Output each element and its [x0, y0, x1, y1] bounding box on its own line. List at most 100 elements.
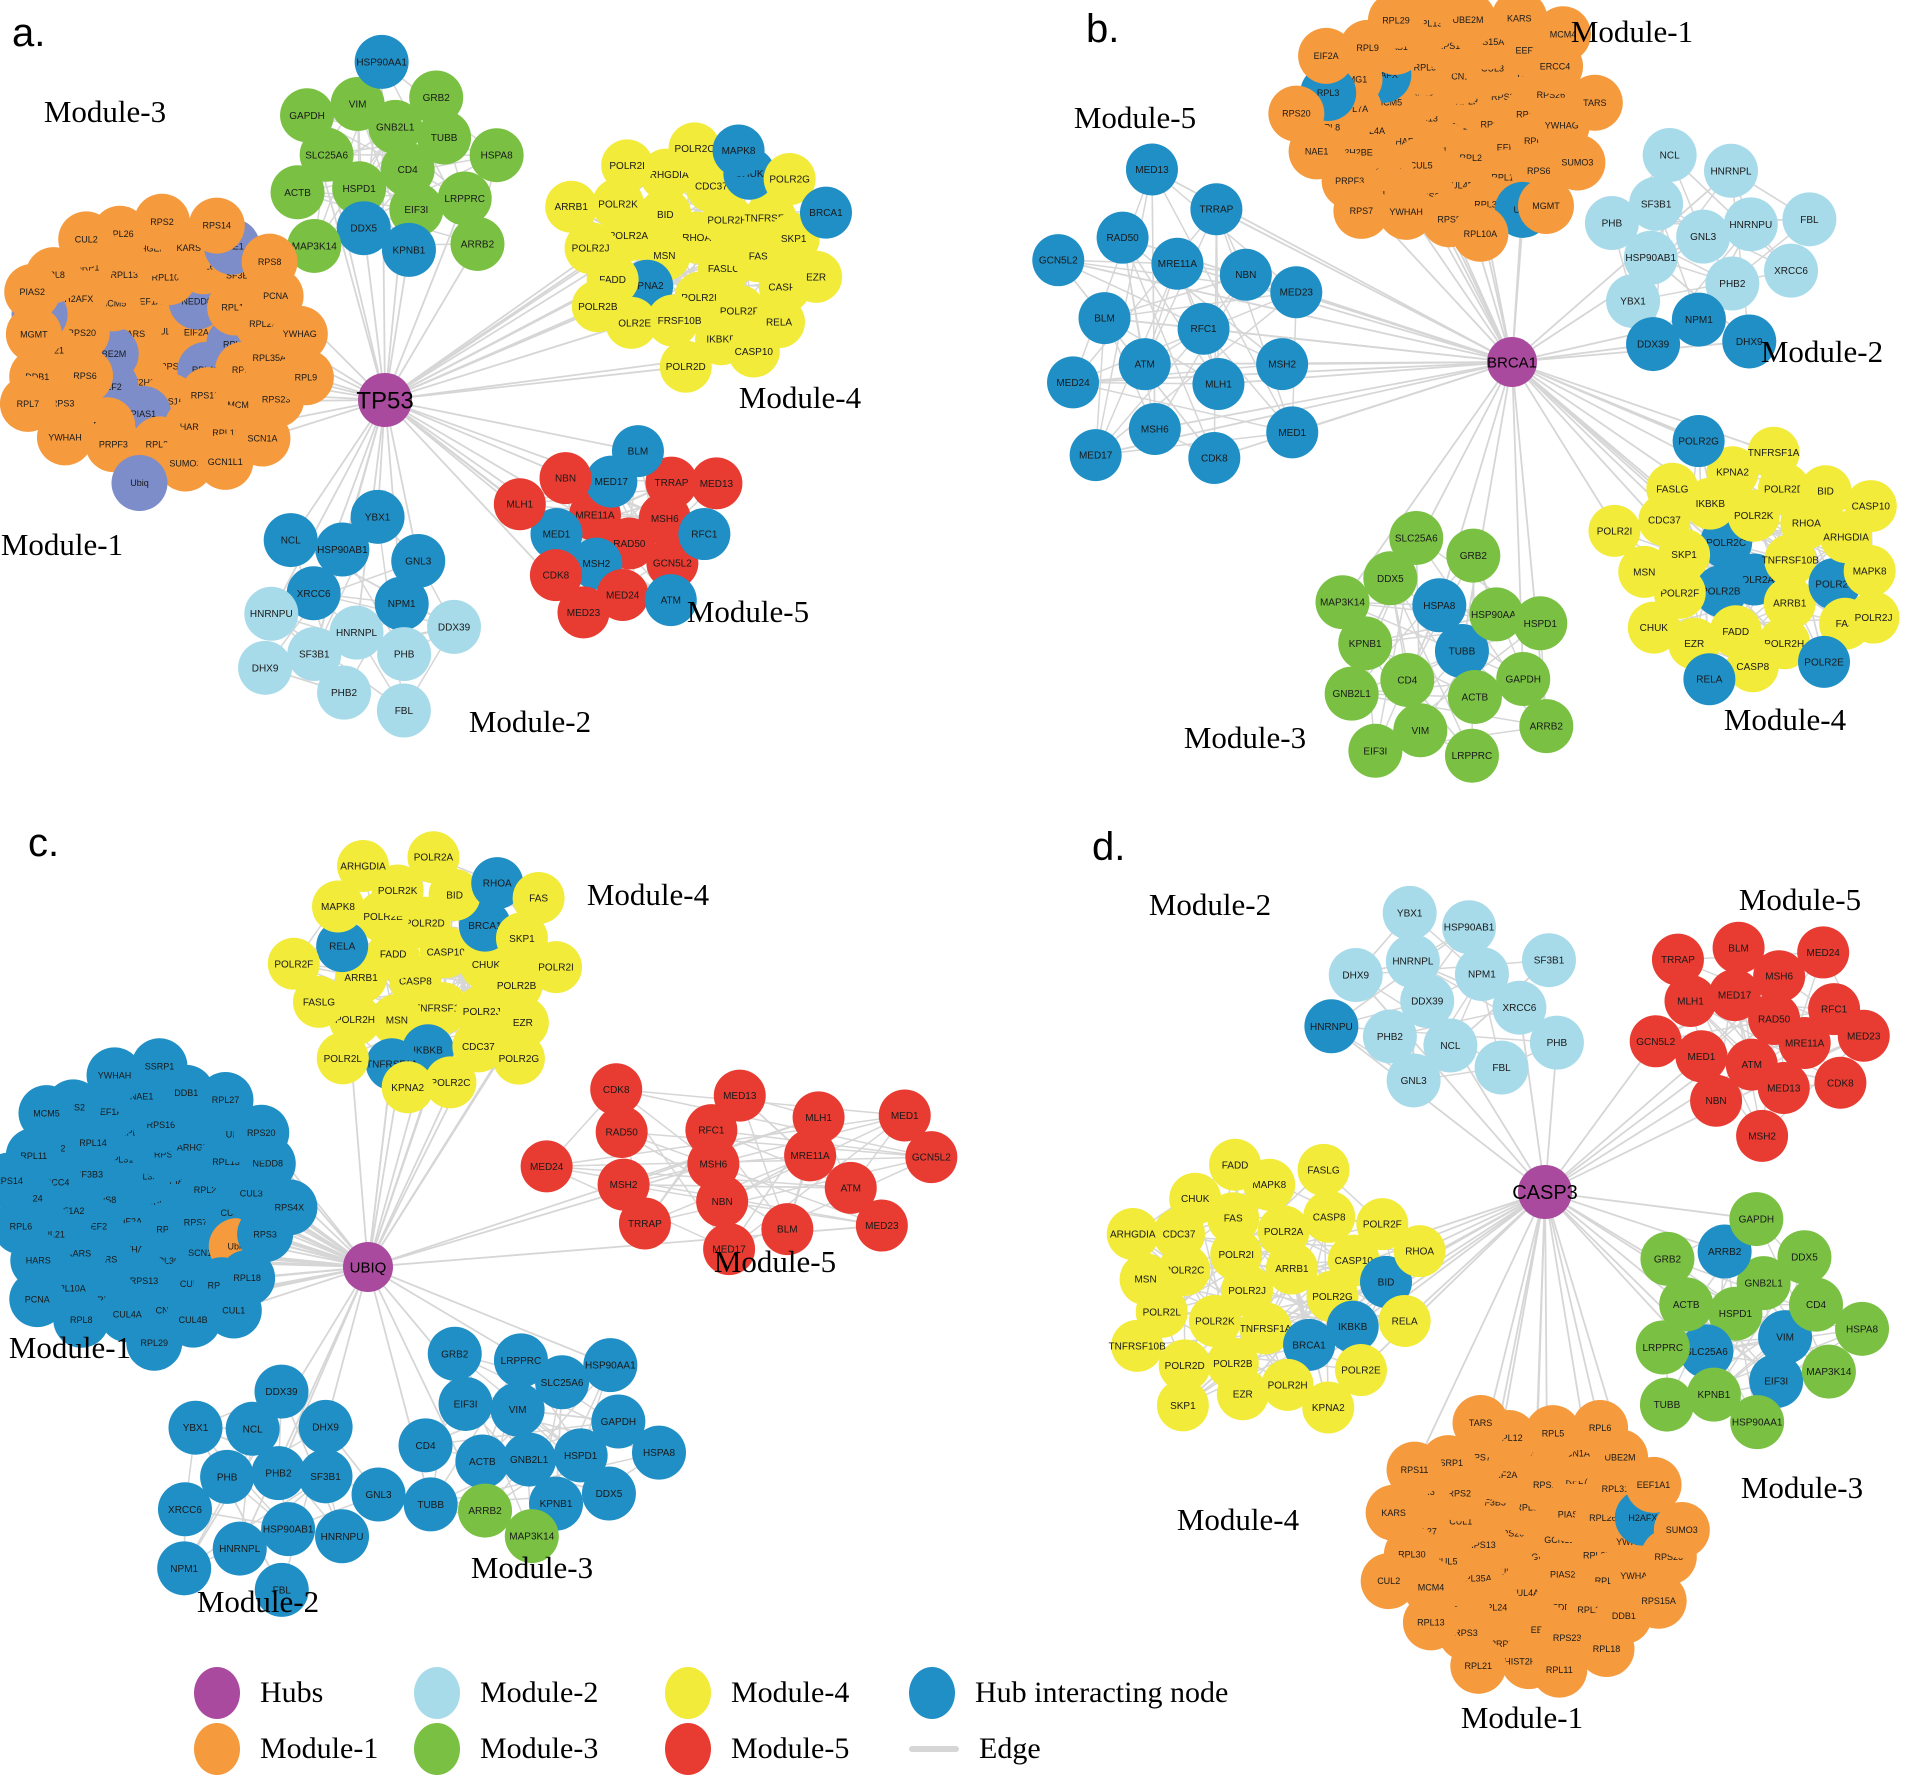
node-label: RPS15A: [1641, 1596, 1676, 1606]
panel-letter-a: a.: [12, 11, 45, 55]
node-label: ARRB1: [344, 973, 378, 984]
node-label: LRPPRC: [444, 194, 485, 205]
node-label: ACTB: [1462, 692, 1489, 703]
node-label: POLR2A: [414, 853, 454, 864]
node-label: MED13: [700, 479, 734, 490]
node-label: CASP10: [1852, 502, 1891, 513]
node-label: POLR2K: [1195, 1316, 1235, 1327]
node-label: SLC25A6: [305, 150, 348, 161]
node-label: CASP10: [735, 347, 774, 358]
node-label: MED17: [1718, 991, 1752, 1002]
node-label: DDX39: [1637, 340, 1670, 351]
node-label: POLR2F: [1660, 588, 1699, 599]
node-label: ARHGDIA: [340, 861, 386, 872]
node-label: HSPD1: [342, 184, 376, 195]
node-label: MSH2: [1748, 1131, 1776, 1142]
node-label: POLR2G: [1678, 437, 1719, 448]
node-label: BLM: [1094, 314, 1115, 325]
node-label: POLR2J: [1228, 1286, 1266, 1297]
node-label: SF3B1: [1641, 199, 1672, 210]
module-title: Module-2: [197, 1584, 319, 1619]
node-label: NBN: [555, 474, 576, 485]
module-title: Module-3: [1184, 720, 1306, 755]
node-label: PRPF3: [99, 439, 128, 449]
edge: [622, 1132, 932, 1157]
node-label: MSN: [386, 1015, 408, 1026]
node-label: SLC25A6: [541, 1378, 584, 1389]
module-title: Module-2: [1149, 887, 1271, 922]
node-label: MED1: [891, 1111, 919, 1122]
node-label: RPL3: [1317, 88, 1340, 98]
node-label: GCN5L2: [1039, 256, 1078, 267]
hub-label: TP53: [356, 387, 413, 414]
node-label: PHB2: [1719, 279, 1746, 290]
node-label: GCN5L2: [653, 559, 692, 570]
node-label: CDK8: [1827, 1078, 1854, 1089]
node-label: CDC37: [695, 182, 728, 193]
module-title: Module-1: [1461, 1700, 1583, 1735]
module-title: Module-5: [687, 594, 809, 629]
node-label: HNRNPU: [1310, 1022, 1353, 1033]
node-label: PHB: [394, 650, 415, 661]
node-label: NBN: [1235, 270, 1256, 281]
node-label: ATM: [1742, 1060, 1762, 1071]
node-label: ATM: [1135, 360, 1155, 371]
node-label: MED23: [1280, 288, 1314, 299]
node-label: POLR2J: [1855, 613, 1893, 624]
node-label: RPS14: [203, 221, 232, 231]
node-label: ATM: [841, 1183, 861, 1194]
node-label: CD4: [1397, 675, 1417, 686]
node-label: ACTB: [1673, 1300, 1700, 1311]
node-label: MED24: [1056, 378, 1090, 389]
node-label: MCM5: [33, 1108, 60, 1118]
node-label: GNL3: [1401, 1076, 1428, 1087]
node-label: MSH6: [651, 514, 679, 525]
node-label: BID: [446, 890, 463, 901]
hub-edge: [1512, 362, 1774, 453]
node-label: ARRB2: [461, 239, 495, 250]
node-label: CDC37: [1163, 1229, 1196, 1240]
node-label: VIM: [349, 100, 367, 111]
module-title: Module-5: [714, 1244, 836, 1279]
node-label: POLR2F: [274, 959, 313, 970]
node-label: POLR2L: [324, 1054, 363, 1065]
node-label: YWHAH: [48, 433, 82, 443]
module-title: Module-3: [44, 94, 166, 129]
node-label: HARS: [26, 1256, 51, 1266]
node-label: RPL13: [1417, 1618, 1445, 1628]
node-label: RHOA: [1405, 1247, 1434, 1258]
node-label: GNL3: [365, 1490, 392, 1501]
node-label: NAE1: [1305, 147, 1329, 157]
node-label: POLR2B: [578, 302, 618, 313]
module-title: Module-2: [1761, 334, 1883, 369]
node-label: PIAS2: [19, 287, 45, 297]
node-label: NCL: [243, 1424, 263, 1435]
node-label: RPL6: [10, 1222, 33, 1232]
node-label: BLM: [777, 1225, 798, 1236]
module-title: Module-5: [1074, 100, 1196, 135]
node-label: SLC25A6: [1395, 533, 1438, 544]
node-label: PHB: [1602, 219, 1623, 230]
node-label: GRB2: [423, 93, 451, 104]
module-title: Module-4: [739, 380, 862, 415]
node-label: Ubiq: [130, 478, 149, 488]
node-label: SUMO3: [1561, 158, 1593, 168]
node-label: POLR2L: [1143, 1307, 1182, 1318]
node-label: PHB: [217, 1472, 238, 1483]
node-label: GNB2L1: [510, 1455, 549, 1466]
node-label: MSH2: [582, 559, 610, 570]
hub-edge: [1545, 1192, 1600, 1428]
node-label: HSP90AB1: [1444, 923, 1495, 934]
hub-label: UBIQ: [350, 1259, 387, 1276]
node-label: HNRNPL: [219, 1544, 261, 1555]
node-label: LRPPRC: [1452, 751, 1493, 762]
node-label: FAS: [749, 252, 768, 263]
node-label: HNRNPL: [1392, 957, 1434, 968]
node-label: HSPA8: [1423, 601, 1455, 612]
hub-edge: [1545, 1056, 1701, 1192]
node-label: RAD50: [1758, 1014, 1791, 1025]
node-label: YWHAH: [1389, 207, 1423, 217]
node-label: DDB1: [1612, 1611, 1636, 1621]
node-label: SKP1: [1170, 1401, 1196, 1412]
node-label: MAPK8: [722, 146, 756, 157]
